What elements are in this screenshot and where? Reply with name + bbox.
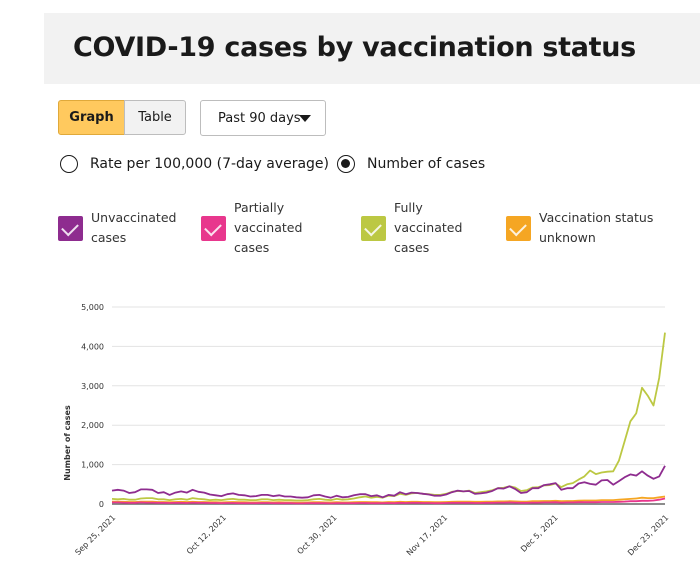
series-line-fully-vaccinated-cases <box>111 332 666 502</box>
radio-unselected-icon <box>60 155 78 173</box>
x-tick-label: Nov 17, 2021 <box>405 513 449 557</box>
time-range-value: Past 90 days <box>218 110 301 126</box>
x-tick-label: Dec 23, 2021 <box>626 513 670 557</box>
x-tick-label: Dec 5, 2021 <box>519 513 560 554</box>
legend-status-unknown[interactable]: Vaccination status unknown <box>506 208 669 248</box>
rate-radio-option[interactable]: Rate per 100,000 (7-day average) <box>60 155 329 173</box>
x-tick-label: Sep 25, 2021 <box>73 513 117 557</box>
y-tick-label: 4,000 <box>81 342 104 351</box>
cases-radio-option[interactable]: Number of cases <box>337 155 485 173</box>
cases-radio-label: Number of cases <box>367 156 486 172</box>
checkbox-checked-icon <box>58 215 83 241</box>
time-range-select[interactable]: Past 90 days <box>200 100 326 136</box>
rate-radio-label: Rate per 100,000 (7-day average) <box>90 156 329 172</box>
cases-line-chart: 0 1,000 2,000 3,000 4,000 5,000 Sep 25, 2021 O… <box>63 303 670 557</box>
checkbox-checked-icon <box>361 215 386 241</box>
y-axis-ticks: 0 1,000 2,000 3,000 4,000 5,000 <box>81 303 104 509</box>
legend-fully-vaccinated[interactable]: Fully vaccinated cases <box>361 198 474 258</box>
chart-grid <box>112 306 665 505</box>
graph-view-button[interactable]: Graph <box>58 100 125 135</box>
y-tick-label: 3,000 <box>81 382 104 391</box>
legend-unvaccinated[interactable]: Unvaccinated cases <box>58 208 181 248</box>
y-tick-label: 1,000 <box>81 461 104 470</box>
x-tick-label: Oct 30, 2021 <box>295 513 338 556</box>
legend-label: Fully vaccinated cases <box>394 200 463 255</box>
radio-selected-icon <box>337 155 355 173</box>
legend-label: Vaccination status unknown <box>539 210 654 245</box>
x-axis-ticks: Sep 25, 2021 Oct 12, 2021 Oct 30, 2021 Nov … <box>73 513 670 557</box>
series-line-partially-vaccinated-cases <box>112 497 666 505</box>
x-tick-label: Oct 12, 2021 <box>185 513 228 556</box>
y-tick-label: 5,000 <box>81 303 104 312</box>
legend-partially-vaccinated[interactable]: Partially vaccinated cases <box>201 198 314 258</box>
series-line-unvaccinated-cases <box>111 465 666 499</box>
page-title: COVID-19 cases by vaccination status <box>73 32 636 63</box>
checkbox-checked-icon <box>506 215 531 241</box>
chart-series <box>111 332 666 505</box>
y-tick-label: 2,000 <box>81 421 104 430</box>
legend-label: Unvaccinated cases <box>91 210 177 245</box>
table-view-button[interactable]: Table <box>124 100 186 135</box>
y-axis-title: Number of cases <box>63 405 72 481</box>
chevron-down-icon <box>299 115 311 122</box>
y-tick-label: 0 <box>99 500 104 509</box>
checkbox-checked-icon <box>201 215 226 241</box>
title-bar: COVID-19 cases by vaccination status <box>44 13 700 84</box>
legend-label: Partially vaccinated cases <box>234 200 303 255</box>
